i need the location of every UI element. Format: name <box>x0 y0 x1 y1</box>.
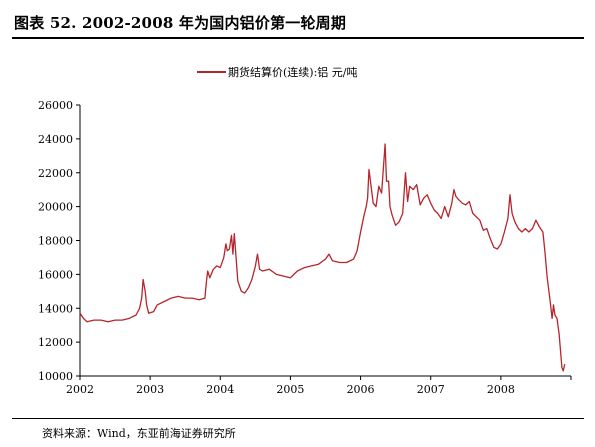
y-tick-label: 24000 <box>38 133 73 146</box>
y-tick-label: 16000 <box>38 268 73 281</box>
y-tick-label: 26000 <box>38 99 73 112</box>
y-tick-label: 12000 <box>38 336 73 349</box>
title-divider <box>12 37 584 39</box>
x-tick-label: 2005 <box>276 383 304 396</box>
legend: 期货结算价(连续):铝 元/吨 <box>197 65 358 79</box>
y-tick-label: 20000 <box>38 201 73 214</box>
x-tick-label: 2002 <box>66 383 94 396</box>
source-note: 资料来源：Wind，东亚前海证券研究所 <box>42 427 236 440</box>
x-tick-label: 2003 <box>136 383 164 396</box>
figure-title: 图表 52. 2002-2008 年为国内铝价第一轮周期 <box>14 14 347 32</box>
y-tick-label: 14000 <box>38 302 73 315</box>
y-tick-label: 22000 <box>38 167 73 180</box>
y-axis: 10000 12000 14000 16000 18000 20000 22000 24000… <box>38 99 81 383</box>
x-tick-label: 2006 <box>347 383 375 396</box>
series-line-aluminum-price <box>79 143 566 372</box>
source-divider <box>12 418 584 419</box>
x-tick-label: 2004 <box>206 383 234 396</box>
x-tick-label: 2007 <box>417 383 445 396</box>
x-axis: 2002 2003 2004 2005 2006 2007 2008 <box>66 375 572 396</box>
y-tick-label: 18000 <box>38 235 73 248</box>
y-tick-label: 10000 <box>38 370 73 383</box>
legend-label: 期货结算价(连续):铝 元/吨 <box>228 65 358 79</box>
x-tick-label: 2008 <box>487 383 515 396</box>
